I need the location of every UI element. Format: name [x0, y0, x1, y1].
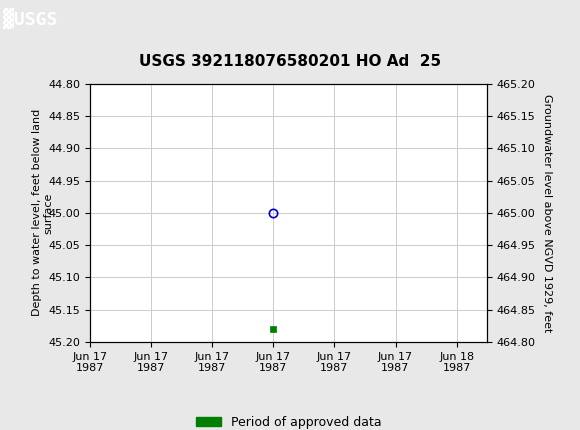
Y-axis label: Groundwater level above NGVD 1929, feet: Groundwater level above NGVD 1929, feet	[542, 94, 552, 332]
Y-axis label: Depth to water level, feet below land
surface: Depth to water level, feet below land su…	[32, 109, 53, 316]
Text: ▓USGS: ▓USGS	[3, 9, 57, 29]
Legend: Period of approved data: Period of approved data	[191, 411, 386, 430]
Text: USGS 392118076580201 HO Ad  25: USGS 392118076580201 HO Ad 25	[139, 54, 441, 69]
